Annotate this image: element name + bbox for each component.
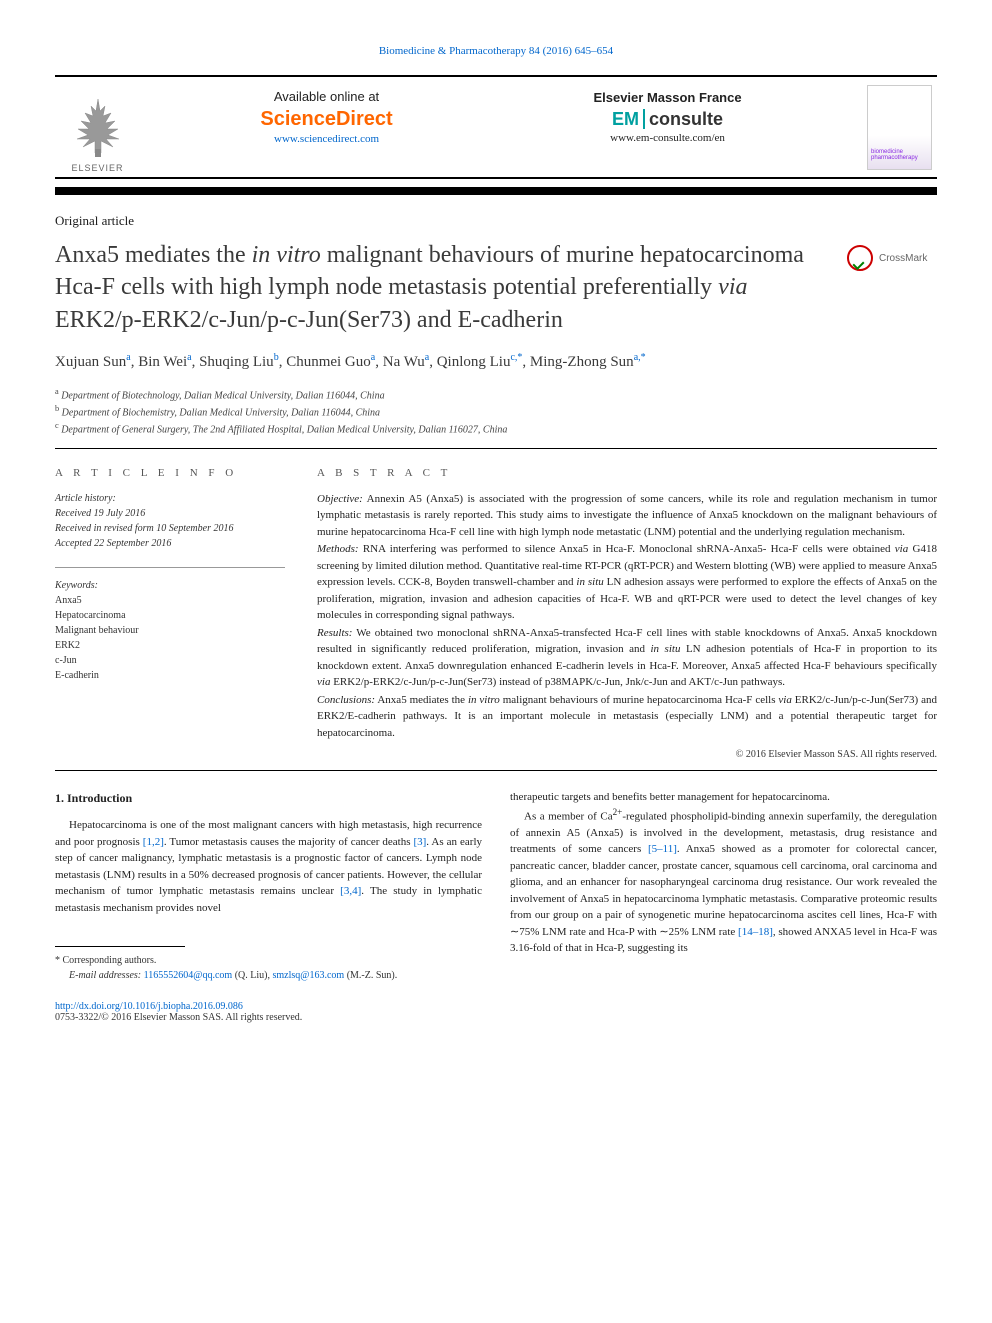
crossmark-badge[interactable]: CrossMark [847, 245, 937, 271]
doi-link[interactable]: http://dx.doi.org/10.1016/j.biopha.2016.… [55, 1001, 937, 1012]
crossmark-icon [847, 245, 873, 271]
keyword: Anxa5 [55, 593, 285, 608]
elsevier-tree-icon [63, 91, 133, 161]
article-type: Original article [55, 213, 937, 229]
elsevier-logo[interactable]: ELSEVIER [55, 77, 140, 177]
elsevier-label: ELSEVIER [71, 163, 123, 173]
keyword: Hepatocarcinoma [55, 608, 285, 623]
keyword: Malignant behaviour [55, 623, 285, 638]
body-column-left: 1. Introduction Hepatocarcinoma is one o… [55, 789, 482, 983]
header-bottom-bar [55, 187, 937, 195]
corresponding-authors: * Corresponding authors. E-mail addresse… [55, 953, 482, 983]
article-info-column: A R T I C L E I N F O Article history: R… [55, 467, 285, 761]
body-paragraph: Hepatocarcinoma is one of the most malig… [55, 817, 482, 916]
section-divider [55, 770, 937, 771]
email-link[interactable]: 1165552604@qq.com [144, 970, 233, 981]
body-paragraph: As a member of Ca2+-regulated phospholip… [510, 806, 937, 957]
affiliation: a Department of Biotechnology, Dalian Me… [55, 386, 937, 403]
author: Chunmei Guoa [286, 354, 375, 370]
affiliations: a Department of Biotechnology, Dalian Me… [55, 386, 937, 438]
keywords-block: Keywords: Anxa5 Hepatocarcinoma Malignan… [55, 578, 285, 683]
keyword: ERK2 [55, 638, 285, 653]
email-link[interactable]: smzlsq@163.com [272, 970, 344, 981]
section-divider [55, 448, 937, 449]
abstract-label: A B S T R A C T [317, 467, 937, 479]
citation-link[interactable]: [5–11] [648, 843, 677, 855]
sciencedirect-logo: ScienceDirect [260, 108, 392, 131]
body-column-right: therapeutic targets and benefits better … [510, 789, 937, 983]
issn-line: 0753-3322/© 2016 Elsevier Masson SAS. Al… [55, 1012, 937, 1023]
journal-citation-link[interactable]: Biomedicine & Pharmacotherapy 84 (2016) … [55, 45, 937, 57]
keyword: E-cadherin [55, 668, 285, 683]
em-url[interactable]: www.em-consulte.com/en [593, 132, 741, 144]
publisher-header: ELSEVIER Available online at ScienceDire… [55, 75, 937, 179]
citation-link[interactable]: [3] [413, 836, 426, 848]
copyright-line: © 2016 Elsevier Masson SAS. All rights r… [317, 749, 937, 760]
keyword: c-Jun [55, 653, 285, 668]
sciencedirect-url[interactable]: www.sciencedirect.com [260, 133, 392, 145]
article-history: Article history: Received 19 July 2016 R… [55, 491, 285, 551]
citation-link[interactable]: [3,4] [340, 885, 361, 897]
article-title: Anxa5 mediates the in vitro malignant be… [55, 239, 827, 336]
journal-cover-thumb[interactable]: biomedicine pharmacotherapy [862, 77, 937, 177]
footnote-separator [55, 946, 185, 947]
author: Na Wua [383, 354, 429, 370]
available-text: Available online at [260, 89, 392, 104]
journal-cover-title: biomedicine pharmacotherapy [871, 149, 931, 161]
author: Shuqing Liub [199, 354, 279, 370]
em-consulte-block[interactable]: Elsevier Masson France EMconsulte www.em… [593, 90, 741, 144]
sciencedirect-block[interactable]: Available online at ScienceDirect www.sc… [260, 89, 392, 145]
em-heading: Elsevier Masson France [593, 90, 741, 105]
introduction-heading: 1. Introduction [55, 789, 482, 807]
abstract-text: Objective: Annexin A5 (Anxa5) is associa… [317, 491, 937, 742]
body-paragraph: therapeutic targets and benefits better … [510, 789, 937, 806]
author: Bin Weia [138, 354, 191, 370]
affiliation: c Department of General Surgery, The 2nd… [55, 420, 937, 437]
crossmark-label: CrossMark [879, 253, 927, 264]
authors-list: Xujuan Suna, Bin Weia, Shuqing Liub, Chu… [55, 350, 937, 374]
info-divider [55, 567, 285, 568]
author: Xujuan Suna [55, 354, 131, 370]
author: Ming-Zhong Suna,* [530, 354, 646, 370]
em-logo: EMconsulte [593, 109, 741, 130]
citation-link[interactable]: [1,2] [143, 836, 164, 848]
citation-link[interactable]: [14–18] [738, 926, 773, 938]
author: Qinlong Liuc,* [437, 354, 523, 370]
abstract-column: A B S T R A C T Objective: Annexin A5 (A… [317, 467, 937, 761]
article-info-label: A R T I C L E I N F O [55, 467, 285, 479]
affiliation: b Department of Biochemistry, Dalian Med… [55, 403, 937, 420]
